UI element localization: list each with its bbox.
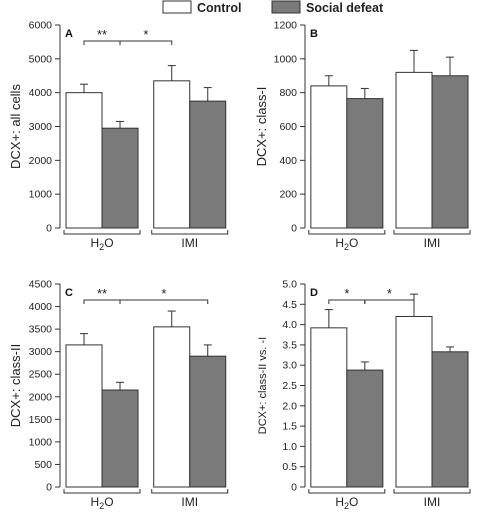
bar-social-defeat-h2o (346, 98, 384, 229)
y-tick-label: 5.0 (282, 279, 297, 291)
chart-panel-b: 0 200 400 600 800 1000 1200 DCX+: class-I B H2O IM… (254, 20, 471, 252)
group-bracket (393, 489, 471, 494)
y-tick-label: 800 (279, 87, 297, 99)
bar-control-imi (153, 326, 191, 488)
y-tick-label: 400 (279, 155, 297, 167)
bar-social-defeat-h2o (101, 127, 139, 229)
y-tick-label: 1.0 (282, 441, 297, 453)
y-tick-label: 1000 (29, 189, 53, 201)
bar-control-h2o (310, 85, 348, 229)
group-bracket (308, 230, 386, 235)
panel-letter: A (65, 28, 73, 40)
y-tick-label: 200 (279, 189, 297, 201)
significance-label: ** (97, 27, 107, 42)
y-axis-title: DCX+: class-I (254, 87, 269, 167)
y-tick-label: 0 (46, 482, 52, 494)
y-tick-label: 4.0 (282, 319, 297, 331)
bar-control-imi (153, 80, 191, 229)
bar-control-imi (395, 71, 433, 229)
bar-social-defeat-imi (189, 355, 227, 488)
bar-control-h2o (65, 344, 103, 488)
y-tick-label: 1200 (274, 20, 298, 32)
chart-panel-a: 0 1000 2000 3000 4000 5000 6000 DCX+: all cells… (8, 20, 229, 252)
panel-letter: C (65, 287, 73, 299)
group-bracket (151, 489, 229, 494)
legend-swatch-social-defeat (271, 0, 301, 14)
chart-panel-d: 0 0.5 1.0 1.5 2.0 2.5 3.0 3.5 4.0 4.5 5.0 DCX+: cla… (257, 279, 471, 511)
y-tick-label: 1000 (29, 436, 53, 448)
y-tick-label: 3000 (29, 121, 53, 133)
bar-social-defeat-h2o (346, 369, 384, 488)
group-label-h2o: H2O (91, 495, 114, 511)
y-tick-label: 3500 (29, 324, 53, 336)
y-tick-label: 2000 (29, 391, 53, 403)
bar-control-h2o (65, 92, 103, 229)
group-label-imi: IMI (424, 236, 441, 250)
y-tick-label: 4000 (29, 301, 53, 313)
significance-label: * (387, 286, 392, 301)
y-tick-label: 3000 (29, 346, 53, 358)
group-label-imi: IMI (181, 236, 198, 250)
group-bracket (393, 230, 471, 235)
y-axis-title: DCX+: class-II vs. -I (257, 337, 269, 435)
group-bracket (151, 230, 229, 235)
group-bracket (308, 489, 386, 494)
significance-bracket (364, 299, 415, 304)
y-tick-label: 6000 (29, 20, 53, 32)
legend-label-control: Control (197, 1, 241, 15)
y-tick-label: 0 (291, 482, 297, 494)
group-label-h2o: H2O (335, 495, 358, 511)
y-tick-label: 3.0 (282, 360, 297, 372)
y-tick-label: 1500 (29, 414, 53, 426)
group-bracket (63, 489, 141, 494)
significance-label: * (161, 286, 166, 301)
y-tick-label: 4500 (29, 279, 53, 291)
legend-swatch-control (162, 0, 192, 14)
group-label-imi: IMI (181, 495, 198, 509)
group-label-h2o: H2O (91, 236, 114, 252)
panel-letter: D (310, 287, 318, 299)
bar-social-defeat-imi (189, 100, 227, 229)
y-tick-label: 2000 (29, 155, 53, 167)
y-tick-label: 500 (34, 459, 52, 471)
group-bracket (63, 230, 141, 235)
y-tick-label: 2500 (29, 369, 53, 381)
chart-panel-c: 0 500 1000 1500 2000 2500 3000 3500 4000 4500 DCX+… (8, 279, 229, 511)
significance-label: ** (97, 286, 107, 301)
y-tick-label: 5000 (29, 53, 53, 65)
y-tick-label: 0 (291, 223, 297, 235)
y-tick-label: 600 (279, 121, 297, 133)
significance-bracket (119, 299, 209, 304)
y-tick-label: 4.5 (282, 299, 297, 311)
y-tick-label: 1.5 (282, 421, 297, 433)
y-tick-label: 1000 (274, 53, 298, 65)
bar-social-defeat-imi (431, 75, 469, 229)
group-label-imi: IMI (424, 495, 441, 509)
y-tick-label: 0.5 (282, 461, 297, 473)
legend-label-social-defeat: Social defeat (306, 1, 384, 15)
y-tick-label: 3.5 (282, 339, 297, 351)
y-axis-title: DCX+: all cells (8, 84, 23, 169)
y-axis-title: DCX+: class-II (8, 344, 23, 427)
legend: Control Social defeat (162, 0, 384, 15)
y-tick-label: 2.5 (282, 380, 297, 392)
bar-control-imi (395, 315, 433, 488)
y-tick-label: 2.0 (282, 400, 297, 412)
significance-label: * (344, 286, 349, 301)
bar-social-defeat-imi (431, 351, 469, 488)
bar-social-defeat-h2o (101, 389, 139, 488)
significance-bracket (119, 40, 173, 45)
significance-label: * (143, 27, 148, 42)
group-label-h2o: H2O (335, 236, 358, 252)
panel-letter: B (310, 28, 318, 40)
y-tick-label: 0 (46, 223, 52, 235)
y-tick-label: 4000 (29, 87, 53, 99)
bar-control-h2o (310, 327, 348, 488)
